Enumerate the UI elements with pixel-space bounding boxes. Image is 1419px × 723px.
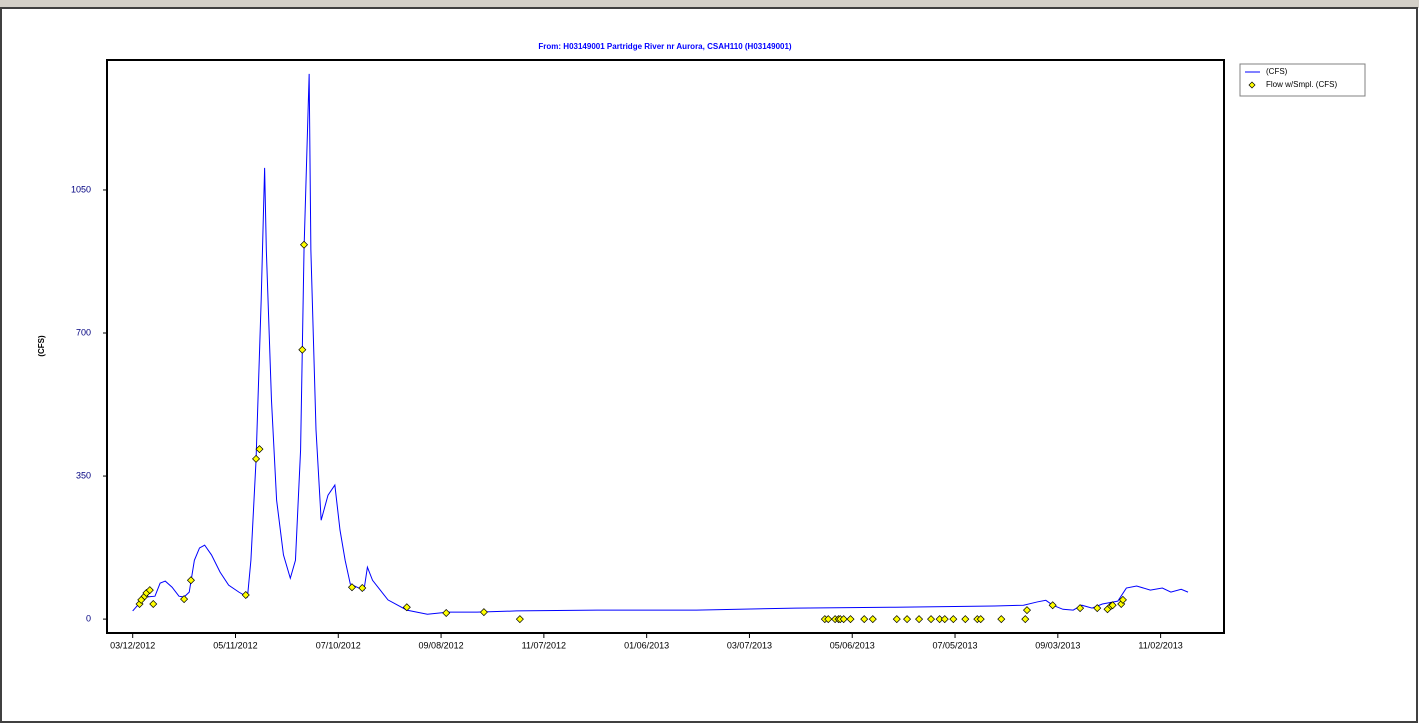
- x-tick-label: 07/05/2013: [933, 640, 978, 650]
- sample-marker: [915, 615, 924, 624]
- top-bar: [0, 0, 1419, 8]
- sample-marker: [252, 454, 261, 463]
- x-tick-label: 03/12/2012: [110, 640, 155, 650]
- y-tick-label: 350: [76, 470, 91, 480]
- legend-label: (CFS): [1266, 67, 1288, 76]
- x-tick-label: 05/06/2013: [830, 640, 875, 650]
- sample-marker: [1093, 604, 1102, 613]
- sample-marker: [1108, 601, 1117, 610]
- sample-marker: [145, 586, 154, 595]
- sample-marker: [839, 615, 848, 624]
- chart-title: From: H03149001 Partridge River nr Auror…: [538, 42, 791, 51]
- sample-marker: [846, 615, 855, 624]
- x-tick-label: 09/03/2013: [1035, 640, 1080, 650]
- sample-marker: [824, 615, 833, 624]
- sample-marker: [860, 615, 869, 624]
- sample-marker: [1048, 601, 1057, 610]
- x-tick-label: 11/07/2012: [522, 640, 566, 650]
- flow-line: [132, 73, 1189, 615]
- window-frame: [0, 7, 1418, 723]
- sample-marker: [940, 615, 949, 624]
- sample-marker: [1022, 606, 1031, 615]
- sample-marker: [298, 345, 307, 354]
- legend-box: [1239, 63, 1366, 97]
- sample-marker: [949, 615, 958, 624]
- sample-marker: [255, 445, 264, 454]
- sample-marker: [347, 583, 356, 592]
- sample-marker: [358, 584, 367, 593]
- x-tick-label: 11/02/2013: [1138, 640, 1182, 650]
- sample-marker: [180, 595, 189, 604]
- y-axis-label: (CFS): [37, 335, 46, 357]
- x-tick-label: 07/10/2012: [316, 640, 361, 650]
- sample-marker: [515, 615, 524, 624]
- legend-label: Flow w/Smpl. (CFS): [1266, 80, 1337, 89]
- x-tick-label: 03/07/2013: [727, 640, 772, 650]
- sample-marker: [479, 608, 488, 617]
- sample-marker: [1021, 615, 1030, 624]
- y-tick-label: 0: [86, 613, 91, 623]
- sample-marker: [241, 590, 250, 599]
- x-tick-label: 01/06/2013: [624, 640, 669, 650]
- legend-marker: [1248, 81, 1256, 89]
- sample-marker: [1076, 604, 1085, 613]
- sample-marker: [149, 599, 158, 608]
- sample-marker: [442, 608, 451, 617]
- x-tick-label: 09/08/2012: [419, 640, 464, 650]
- sample-marker: [186, 576, 195, 585]
- sample-marker: [300, 240, 309, 249]
- plot-frame: [106, 59, 1225, 634]
- y-tick-label: 1050: [71, 184, 91, 194]
- y-tick-label: 700: [76, 327, 91, 337]
- sample-marker: [892, 615, 901, 624]
- sample-marker: [927, 615, 936, 624]
- sample-marker: [402, 603, 411, 612]
- sample-marker: [961, 615, 970, 624]
- sample-marker: [1118, 595, 1127, 604]
- sample-marker: [868, 615, 877, 624]
- sample-marker: [903, 615, 912, 624]
- sample-marker: [997, 615, 1006, 624]
- sample-marker: [976, 615, 985, 624]
- x-tick-label: 05/11/2012: [213, 640, 257, 650]
